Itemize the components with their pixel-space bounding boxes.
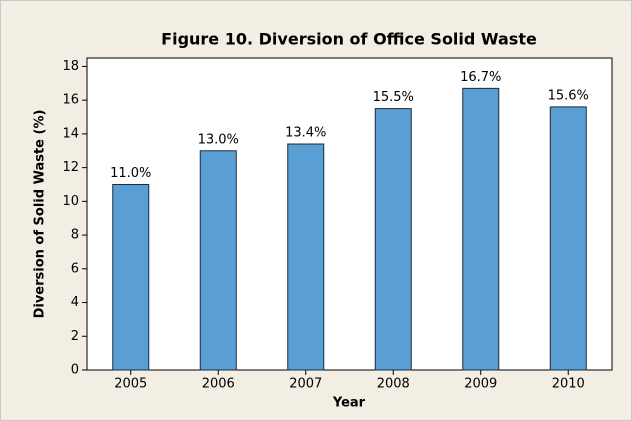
y-tick-label: 6 — [71, 261, 79, 276]
y-tick-label: 2 — [71, 329, 79, 344]
value-label: 15.5% — [373, 90, 414, 105]
y-tick-label: 0 — [71, 363, 79, 378]
x-tick-label: 2009 — [464, 377, 497, 392]
y-axis-label: Diversion of Solid Waste (%) — [33, 110, 48, 319]
value-label: 11.0% — [110, 166, 151, 181]
value-label: 13.0% — [198, 132, 239, 147]
x-tick-label: 2005 — [114, 377, 147, 392]
value-label: 13.4% — [285, 126, 326, 141]
y-tick-label: 8 — [71, 228, 79, 243]
bar — [199, 150, 237, 371]
value-label: 15.6% — [548, 88, 589, 103]
y-tick-label: 16 — [62, 93, 79, 108]
value-label: 16.7% — [460, 70, 501, 85]
y-tick-label: 12 — [62, 160, 79, 175]
x-tick-label: 2007 — [289, 377, 322, 392]
bar — [287, 143, 325, 371]
y-tick-label: 4 — [71, 295, 79, 310]
y-tick-label: 14 — [62, 126, 79, 141]
bar — [374, 108, 412, 371]
x-axis-label: Year — [332, 396, 366, 411]
bar — [112, 183, 150, 371]
x-tick-label: 2010 — [552, 377, 585, 392]
x-tick-label: 2008 — [377, 377, 410, 392]
chart-title: Figure 10. Diversion of Office Solid Was… — [161, 30, 537, 49]
bar — [549, 106, 587, 371]
bar — [462, 87, 500, 371]
y-tick-label: 10 — [62, 194, 79, 209]
x-tick-label: 2006 — [202, 377, 235, 392]
y-tick-label: 18 — [62, 59, 79, 74]
plot-area — [86, 57, 613, 371]
